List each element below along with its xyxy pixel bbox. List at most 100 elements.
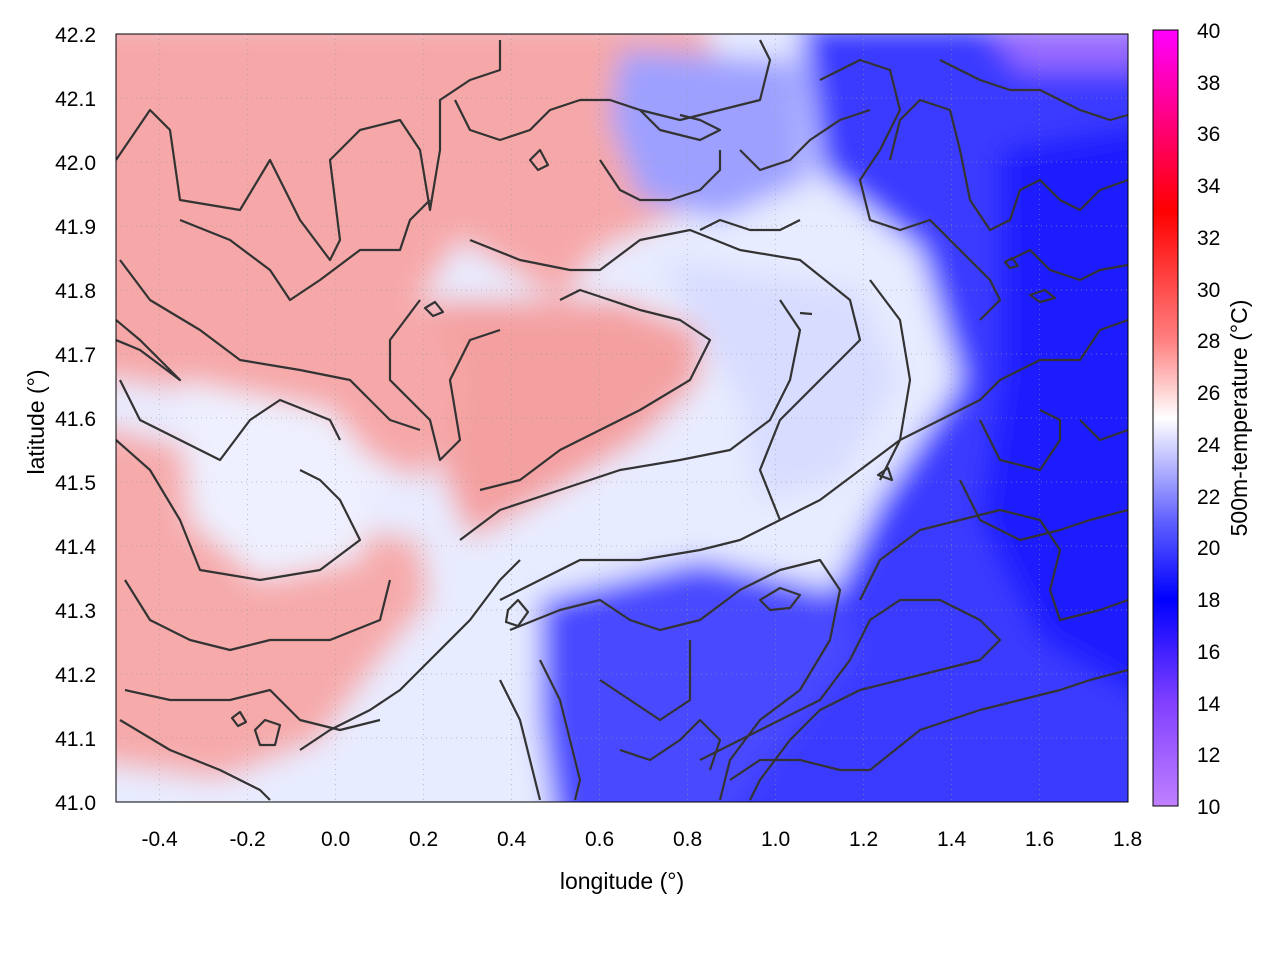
x-tick-label: 1.2 [849,828,878,851]
colorbar-tick-label: 24 [1197,434,1221,457]
contour-line [253,718,282,747]
contour-line [859,508,1128,622]
contour-line [528,148,550,172]
y-tick-label: 41.6 [55,408,96,431]
field-warm-north [116,34,720,480]
contour-line [699,598,1002,801]
colorbar-tick-label: 28 [1197,330,1220,353]
y-tick-label: 42.2 [55,24,96,47]
colorbar-tick-label: 38 [1197,72,1220,95]
contour-line [799,311,813,316]
x-tick-label: 0.6 [585,828,614,851]
contour-line [230,710,248,728]
contour-line [639,109,722,142]
colorbar-tick-label: 36 [1197,123,1220,146]
colorbar-ticks: 10 12 14 16 18 20 22 24 26 28 30 32 34 3… [1197,20,1221,819]
contour-line [619,718,722,771]
contour-line [599,150,722,202]
x-tick-label: 0.4 [497,828,527,851]
contour-line [119,259,421,432]
y-tick-label: 41.1 [55,728,96,751]
contour-line [979,409,1062,472]
contour-line [739,108,871,172]
colorbar-tick-label: 20 [1197,537,1220,560]
colorbar-tick-label: 14 [1197,693,1221,716]
y-tick-label: 41.9 [55,216,96,239]
contour-line [758,586,802,612]
colorbar-tick-label: 16 [1197,641,1220,664]
x-tick-label: 0.0 [321,828,350,851]
contour-line [1028,288,1057,304]
contour-line [116,439,362,582]
y-tick-label: 41.2 [55,664,96,687]
field-light-northeast [660,260,900,500]
contour-line [388,299,501,462]
y-tick-label: 42.1 [55,88,96,111]
contour-line [1009,248,1128,282]
contour-line [469,228,912,522]
x-tick-label: 1.6 [1025,828,1054,851]
plot-area [116,34,1128,802]
colorbar-tick-label: 10 [1197,796,1220,819]
y-tick-label: 41.8 [55,280,96,303]
contour-line [179,199,431,302]
x-tick-label: 1.8 [1113,828,1142,851]
x-axis-title: longitude (°) [560,868,684,894]
contour-line [124,688,381,732]
colorbar-tick-label: 32 [1197,227,1220,250]
colorbar-tick-label: 18 [1197,589,1220,612]
contour-line [454,39,772,142]
contour-line [423,300,445,318]
contour-line [819,58,1002,321]
contour-line [888,98,1128,232]
y-tick-label: 41.3 [55,600,96,623]
x-axis: -0.4 -0.2 0.0 0.2 0.4 0.6 0.8 1.0 1.2 1.… [142,828,1143,894]
contour-line [479,288,712,492]
x-tick-label: -0.2 [230,828,266,851]
y-tick-label: 41.7 [55,344,96,367]
contour-line [499,519,781,601]
contour-line [124,579,392,652]
y-axis: 41.0 41.1 41.2 41.3 41.4 41.5 41.6 41.7 … [23,24,96,815]
contour-line [1079,419,1128,442]
contour-line [116,40,502,262]
y-tick-label: 41.4 [55,536,96,559]
plot-frame [115,33,1129,803]
field-blue-southeast [540,560,860,802]
x-tick-label: -0.4 [142,828,179,851]
contour-line [939,59,1128,122]
field-pale-middle [180,380,380,580]
contour-line [879,318,1128,481]
contour-line [599,640,692,722]
x-tick-label: 0.8 [673,828,702,851]
colorbar-tick-label: 26 [1197,382,1220,405]
colorbar: 10 12 14 16 18 20 22 24 26 28 30 32 34 3… [1152,20,1252,819]
contour-line [119,379,341,462]
contour-line [699,218,801,232]
contour-line [116,319,182,382]
field-deep-blue-east [980,128,1128,691]
contour-line [509,558,842,801]
contour-line [499,679,542,801]
colorbar-tick-label: 34 [1197,175,1221,198]
colorbar-tick-label: 12 [1197,744,1220,767]
contour-line [119,719,271,801]
x-tick-label: 1.0 [761,828,790,851]
y-tick-label: 41.5 [55,472,96,495]
contour-line [1003,256,1020,270]
x-tick-label: 0.2 [409,828,438,851]
contour-line [299,559,521,751]
y-tick-label: 41.0 [55,792,96,815]
field-warm-center [430,300,700,540]
x-tick-label: 1.4 [937,828,967,851]
y-axis-title: latitude (°) [23,369,49,474]
colorbar-tick-label: 40 [1197,20,1220,43]
colorbar-title: 500m-temperature (°C) [1226,300,1252,537]
temperature-field [116,34,1128,802]
colorbar-tick-label: 30 [1197,279,1220,302]
colorbar-gradient [1152,29,1179,807]
field-violet-corner [991,34,1128,70]
contour-line [876,466,894,482]
contour-line [504,598,530,628]
